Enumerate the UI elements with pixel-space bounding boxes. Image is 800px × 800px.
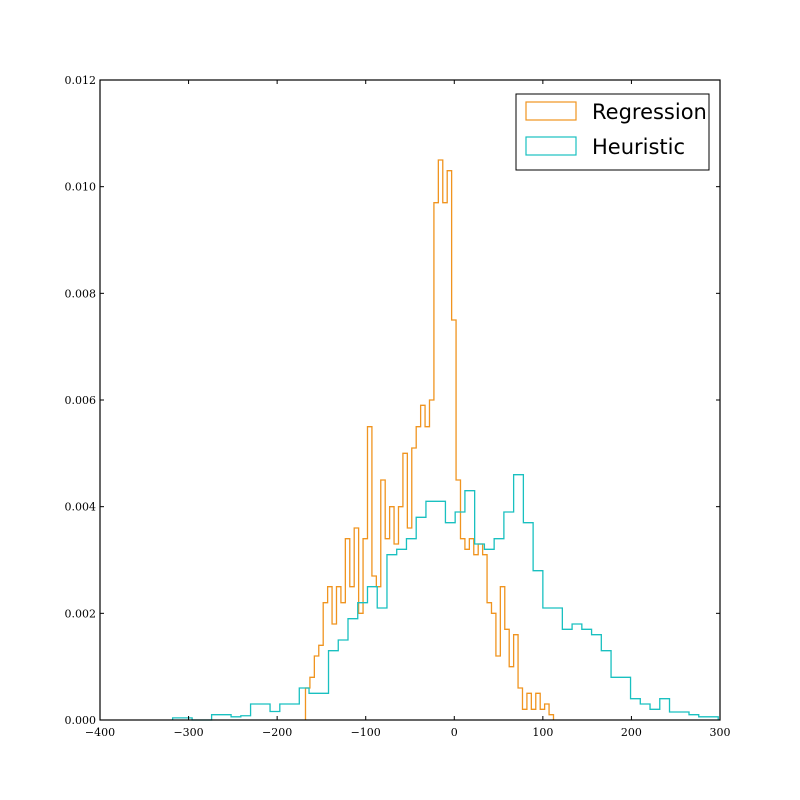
y-tick-label: 0.000	[65, 714, 97, 727]
series-regression-step	[304, 159, 555, 720]
ticks-layer: −400 −300 −200 −100 0 100 200 300 0.000 0.002 0.00…	[65, 74, 731, 739]
x-tick-label: 100	[532, 726, 553, 739]
legend-swatch-regression	[525, 101, 577, 121]
x-tick-label: −300	[173, 726, 203, 739]
y-tick-label: 0.004	[65, 501, 97, 514]
legend: Regression Heuristic	[515, 93, 710, 171]
y-tick-label: 0.002	[65, 607, 97, 620]
legend-swatch-heuristic	[525, 136, 577, 156]
plot-frame	[99, 79, 721, 721]
x-tick-label: 300	[710, 726, 731, 739]
y-tick-label: 0.010	[65, 181, 97, 194]
x-tick-label: 0	[451, 726, 458, 739]
legend-label-heuristic: Heuristic	[592, 135, 685, 159]
legend-label-regression: Regression	[592, 100, 707, 124]
series-layer	[171, 159, 719, 721]
x-tick-label: −100	[351, 726, 381, 739]
y-tick-label: 0.006	[65, 394, 97, 407]
x-tick-label: −400	[85, 726, 115, 739]
x-tick-label: 200	[621, 726, 642, 739]
y-tick-label: 0.012	[65, 74, 97, 87]
x-tick-label: −200	[262, 726, 292, 739]
series-heuristic-step	[171, 474, 719, 721]
y-tick-label: 0.008	[65, 287, 97, 300]
legend-box	[515, 93, 710, 171]
